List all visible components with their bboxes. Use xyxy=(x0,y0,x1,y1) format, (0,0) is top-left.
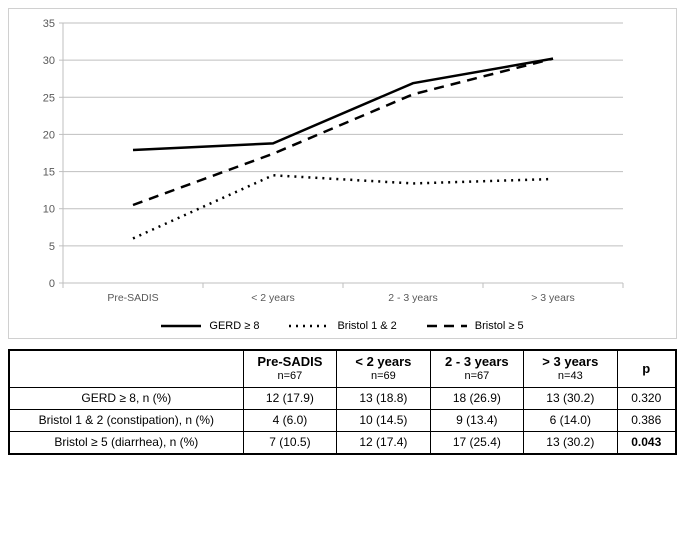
svg-text:5: 5 xyxy=(49,241,55,253)
svg-text:2 - 3 years: 2 - 3 years xyxy=(388,292,438,304)
table-header-col: 2 - 3 yearsn=67 xyxy=(430,351,523,388)
data-table-container: Pre-SADISn=67< 2 yearsn=692 - 3 yearsn=6… xyxy=(8,349,677,455)
legend-item-bristol5: Bristol ≥ 5 xyxy=(427,320,524,332)
svg-text:15: 15 xyxy=(43,167,55,179)
chart-container: Proportion of patients (%) 0510152025303… xyxy=(8,8,677,339)
table-cell-p: 0.320 xyxy=(617,388,675,410)
table-row: Bristol 1 & 2 (constipation), n (%)4 (6.… xyxy=(10,410,676,432)
legend-label: Bristol 1 & 2 xyxy=(337,320,396,332)
table-cell: 13 (30.2) xyxy=(524,388,617,410)
table-row: Bristol ≥ 5 (diarrhea), n (%)7 (10.5)12 … xyxy=(10,432,676,454)
table-row: GERD ≥ 8, n (%)12 (17.9)13 (18.8)18 (26.… xyxy=(10,388,676,410)
table-cell: 18 (26.9) xyxy=(430,388,523,410)
table-cell: 12 (17.9) xyxy=(243,388,336,410)
table-cell: 9 (13.4) xyxy=(430,410,523,432)
svg-text:10: 10 xyxy=(43,204,55,216)
row-label: Bristol ≥ 5 (diarrhea), n (%) xyxy=(10,432,244,454)
table-cell: 6 (14.0) xyxy=(524,410,617,432)
table-header-p: p xyxy=(617,351,675,388)
legend-item-bristol12: Bristol 1 & 2 xyxy=(289,320,396,332)
table-cell: 7 (10.5) xyxy=(243,432,336,454)
table-cell: 13 (18.8) xyxy=(337,388,430,410)
legend-item-gerd: GERD ≥ 8 xyxy=(161,320,259,332)
table-cell: 13 (30.2) xyxy=(524,432,617,454)
svg-text:30: 30 xyxy=(43,55,55,67)
table-header-col: < 2 yearsn=69 xyxy=(337,351,430,388)
table-cell: 17 (25.4) xyxy=(430,432,523,454)
data-table: Pre-SADISn=67< 2 yearsn=692 - 3 yearsn=6… xyxy=(9,350,676,454)
svg-text:35: 35 xyxy=(43,18,55,30)
table-header-col: > 3 yearsn=43 xyxy=(524,351,617,388)
svg-text:> 3 years: > 3 years xyxy=(531,292,574,304)
svg-text:25: 25 xyxy=(43,92,55,104)
legend-label: GERD ≥ 8 xyxy=(209,320,259,332)
table-cell-p: 0.386 xyxy=(617,410,675,432)
table-header-blank xyxy=(10,351,244,388)
legend-label: Bristol ≥ 5 xyxy=(475,320,524,332)
svg-text:20: 20 xyxy=(43,129,55,141)
table-cell: 12 (17.4) xyxy=(337,432,430,454)
row-label: Bristol 1 & 2 (constipation), n (%) xyxy=(10,410,244,432)
svg-text:< 2 years: < 2 years xyxy=(251,292,294,304)
table-cell: 4 (6.0) xyxy=(243,410,336,432)
row-label: GERD ≥ 8, n (%) xyxy=(10,388,244,410)
table-cell-p: 0.043 xyxy=(617,432,675,454)
svg-text:0: 0 xyxy=(49,278,55,290)
line-chart: 0 5 10 15 20 25 30 35 Pre-SADIS < 2 years 2 - 3 ye… xyxy=(13,13,633,311)
table-header-col: Pre-SADISn=67 xyxy=(243,351,336,388)
svg-text:Pre-SADIS: Pre-SADIS xyxy=(107,292,158,304)
legend: GERD ≥ 8 Bristol 1 & 2 Bristol ≥ 5 xyxy=(13,316,672,334)
table-cell: 10 (14.5) xyxy=(337,410,430,432)
